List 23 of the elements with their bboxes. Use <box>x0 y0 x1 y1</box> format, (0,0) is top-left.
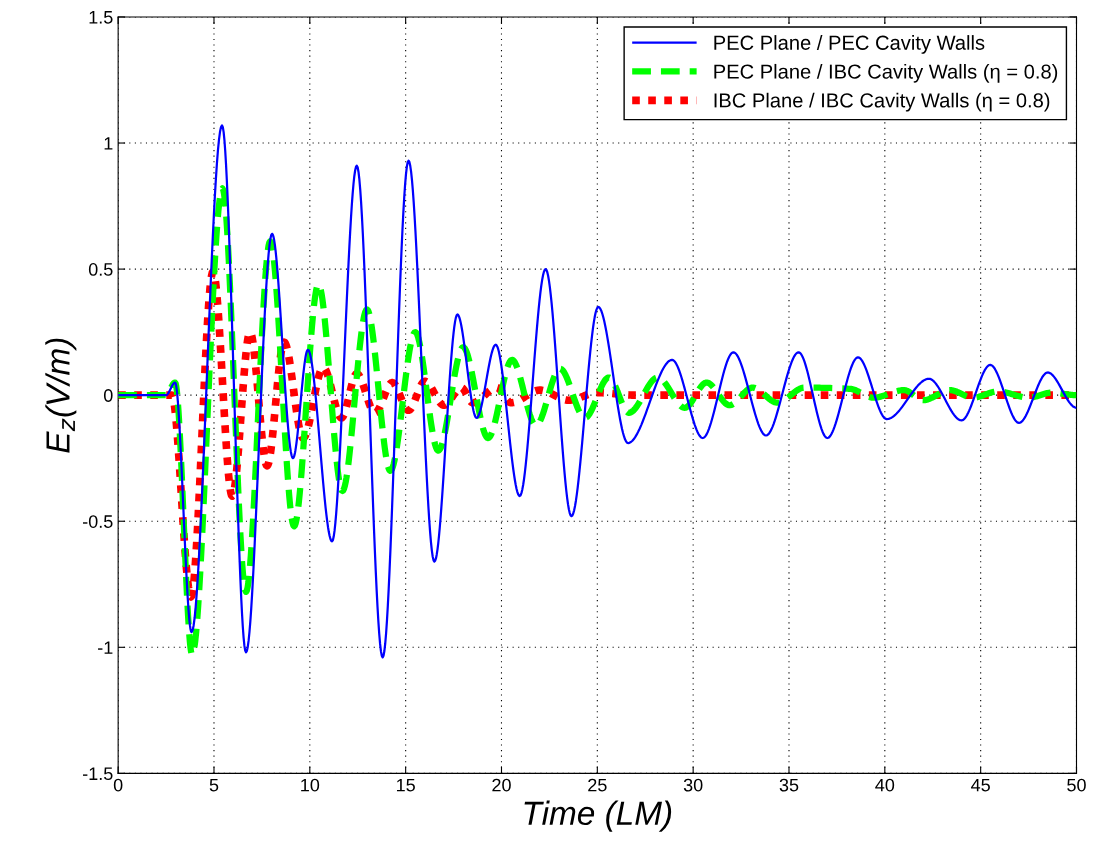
y-axis-title: E$_{z}$(V/m) <box>45 338 77 453</box>
x-tick-label: 25 <box>588 778 607 792</box>
y-tick-label: 0.5 <box>88 263 113 276</box>
x-axis-title: Time (LM) <box>524 800 672 832</box>
x-tick-label: 5 <box>209 778 219 792</box>
y-tick-label: -0.5 <box>82 515 113 528</box>
x-tick-label: 35 <box>779 778 799 792</box>
y-tick-label: -1.5 <box>82 767 113 781</box>
x-tick-label: 40 <box>875 778 895 792</box>
x-tick-label: 15 <box>396 778 415 792</box>
x-tick-label: 20 <box>492 778 511 792</box>
y-tick-label: -1 <box>98 641 113 654</box>
legend-label: PEC Plane / IBC Cavity Walls (η = 0.8) <box>714 63 1058 83</box>
x-tick-label: 30 <box>683 778 703 792</box>
x-tick-label: 0 <box>113 778 123 792</box>
y-tick-label: 0 <box>103 389 113 402</box>
x-tick-label: 10 <box>301 778 320 792</box>
legend-label: PEC Plane / PEC Cavity Walls <box>714 35 985 54</box>
y-tick-label: 1 <box>104 137 113 150</box>
y-tick-label: 1.5 <box>89 11 113 24</box>
x-tick-label: 50 <box>1067 778 1086 792</box>
x-tick-label: 45 <box>971 778 990 792</box>
legend-label: IBC Plane / IBC Cavity Walls (η = 0.8) <box>714 92 1050 112</box>
